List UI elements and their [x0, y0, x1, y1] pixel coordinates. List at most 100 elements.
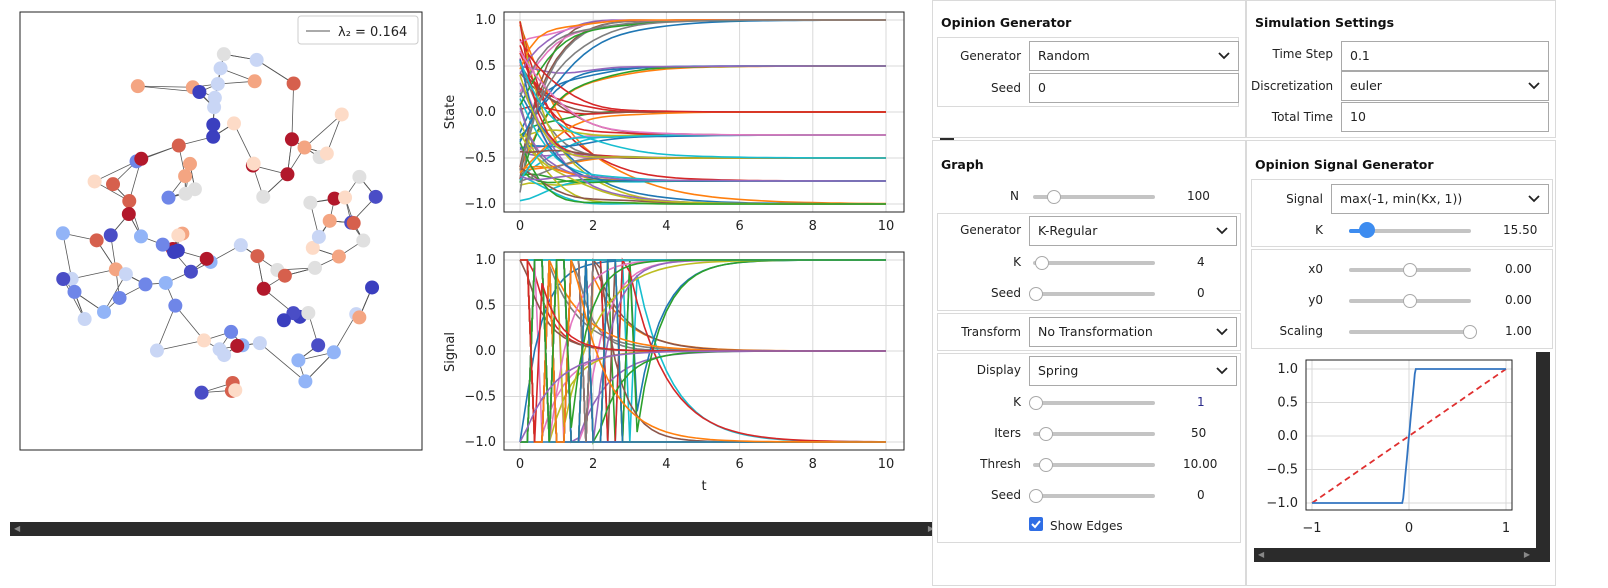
opinion-generator-select[interactable]: Random — [1029, 41, 1239, 71]
graph-k-slider-track[interactable] — [1033, 261, 1155, 265]
scroll-left-icon[interactable]: ◀ — [1258, 550, 1265, 559]
network-node — [301, 305, 316, 320]
scaling-slider-track[interactable] — [1349, 330, 1471, 334]
display-k-slider-thumb[interactable] — [1029, 396, 1043, 410]
network-node — [291, 353, 306, 368]
network-node — [298, 374, 313, 389]
y-tick-label: 0.0 — [475, 105, 496, 120]
scroll-right-icon[interactable]: ▶ — [927, 524, 934, 533]
network-node — [303, 195, 318, 210]
y-tick-label: −1.0 — [464, 197, 496, 212]
signal-ylabel: Signal — [443, 332, 458, 372]
network-node — [213, 61, 228, 76]
state-trajectory — [519, 38, 886, 113]
network-node — [297, 140, 312, 155]
scaling-label: Scaling — [1279, 324, 1323, 338]
graph-generator-select[interactable]: K-Regular — [1029, 216, 1237, 246]
network-node — [178, 169, 193, 184]
graph-k-value: 4 — [1197, 255, 1205, 269]
x0-label: x0 — [1308, 262, 1323, 276]
graph-seed-slider-thumb[interactable] — [1029, 287, 1043, 301]
iters-value: 50 — [1191, 426, 1207, 440]
display-seed-slider-track[interactable] — [1033, 494, 1155, 498]
x-tick-label: 8 — [809, 219, 817, 234]
opinion-seed-input[interactable]: 0 — [1029, 73, 1239, 103]
network-legend: λ₂ = 0.164 — [297, 15, 419, 45]
signal-select[interactable]: max(-1, min(Kx, 1)) — [1331, 184, 1549, 214]
timestep-input[interactable]: 0.1 — [1341, 41, 1549, 71]
display-seed-slider-thumb[interactable] — [1029, 489, 1043, 503]
transform-select[interactable]: No Transformation — [1029, 317, 1237, 347]
seed-label: Seed — [991, 81, 1021, 95]
state-trajectory — [519, 19, 886, 193]
legend-text: λ₂ = 0.164 — [338, 25, 407, 40]
iters-label: Iters — [994, 426, 1021, 440]
mini-y-tick-label: −1.0 — [1266, 496, 1298, 511]
network-node — [319, 146, 334, 161]
network-node — [365, 280, 380, 295]
signal-k-slider-thumb[interactable] — [1359, 222, 1375, 238]
network-node — [196, 333, 211, 348]
y-tick-label: 0.5 — [475, 59, 496, 74]
network-node — [210, 76, 225, 91]
iters-slider-track[interactable] — [1033, 432, 1155, 436]
state-trajectory — [519, 19, 886, 93]
network-node — [327, 191, 342, 206]
n-slider-track[interactable] — [1033, 195, 1155, 199]
network-node — [121, 207, 136, 222]
display-select[interactable]: Spring — [1029, 356, 1237, 386]
graph-title: Graph — [941, 157, 984, 172]
signal-k-value: 15.50 — [1503, 223, 1538, 237]
network-node — [178, 186, 193, 201]
graph-seed-slider-track[interactable] — [1033, 292, 1155, 296]
signal-k-label: K — [1315, 223, 1323, 237]
thresh-slider-track[interactable] — [1033, 463, 1155, 467]
show-edges-checkbox[interactable] — [1029, 517, 1043, 531]
mini-y-tick-label: −0.5 — [1266, 463, 1298, 478]
network-node — [230, 338, 245, 353]
network-node — [286, 306, 301, 321]
mini-chart-scrollbar-h[interactable]: ◀ ▶ — [1254, 548, 1550, 562]
signal-k-slider-track[interactable] — [1349, 229, 1471, 233]
graph-seed-value: 0 — [1197, 286, 1205, 300]
n-value: 100 — [1187, 189, 1210, 203]
y-tick-label: −0.5 — [464, 390, 496, 405]
y0-slider-thumb[interactable] — [1403, 294, 1417, 308]
signal-trajectory — [519, 350, 886, 443]
mini-chart-scrollbar-v[interactable] — [1536, 352, 1550, 548]
totaltime-input[interactable]: 10 — [1341, 102, 1549, 132]
thresh-slider-thumb[interactable] — [1039, 458, 1053, 472]
network-node — [212, 342, 227, 357]
network-node — [106, 177, 121, 192]
network-node — [246, 156, 261, 171]
network-node — [228, 383, 243, 398]
discretization-select[interactable]: euler — [1341, 71, 1549, 101]
scroll-right-icon[interactable]: ▶ — [1523, 550, 1530, 559]
graph-generator-label: Generator — [960, 223, 1021, 237]
state-trajectory — [519, 65, 886, 74]
network-node — [183, 264, 198, 279]
state-trajectory — [519, 19, 886, 171]
display-seed-label: Seed — [991, 488, 1021, 502]
x-tick-label: 10 — [878, 219, 895, 234]
scroll-left-icon[interactable]: ◀ — [14, 524, 21, 533]
iters-slider-thumb[interactable] — [1039, 427, 1053, 441]
y0-value: 0.00 — [1505, 293, 1532, 307]
timestep-label: Time Step — [1272, 47, 1333, 61]
display-k-slider-track[interactable] — [1033, 401, 1155, 405]
n-slider-thumb[interactable] — [1047, 190, 1061, 204]
mini-y-tick-label: 0.5 — [1277, 396, 1298, 411]
network-node — [286, 76, 301, 91]
state-signal-plots: 1.0 0.5 0.0 −0.5 −1.0 0 2 4 6 8 10 State 1.0 0.5 0.0… — [443, 11, 905, 494]
network-node — [89, 233, 104, 248]
graph-k-slider-thumb[interactable] — [1035, 256, 1049, 270]
display-seed-value: 0 — [1197, 488, 1205, 502]
output-horizontal-scrollbar[interactable]: ◀ ▶ — [10, 522, 954, 536]
state-trajectory — [519, 61, 886, 159]
network-node — [352, 310, 367, 325]
signal-generator-title: Opinion Signal Generator — [1255, 157, 1434, 172]
x0-slider-thumb[interactable] — [1403, 263, 1417, 277]
mini-y-tick-label: 0.0 — [1277, 429, 1298, 444]
network-node — [224, 324, 239, 339]
scaling-slider-thumb[interactable] — [1463, 325, 1477, 339]
